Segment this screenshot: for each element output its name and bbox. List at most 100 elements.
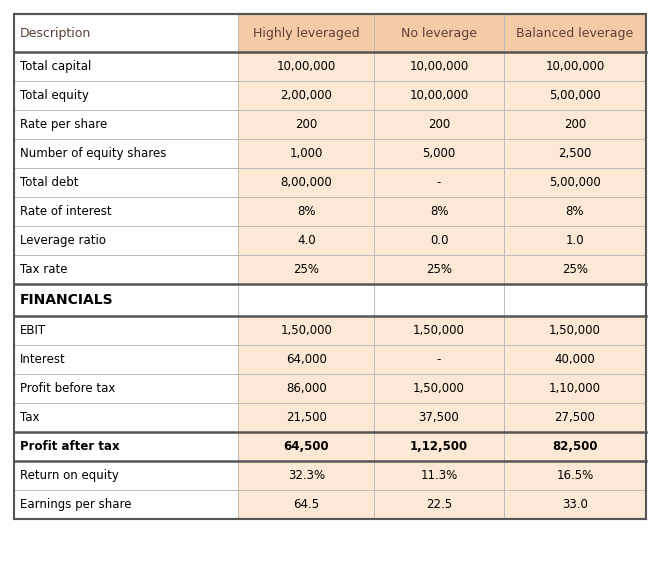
Text: -: - bbox=[437, 353, 441, 366]
Text: Total capital: Total capital bbox=[20, 60, 91, 73]
Text: 37,500: 37,500 bbox=[418, 411, 459, 424]
Text: Rate per share: Rate per share bbox=[20, 118, 107, 131]
Bar bbox=[504, 345, 646, 374]
Text: 1,000: 1,000 bbox=[290, 147, 323, 160]
Text: 27,500: 27,500 bbox=[554, 411, 595, 424]
Bar bbox=[374, 374, 504, 403]
Bar bbox=[374, 52, 504, 81]
Text: 5,000: 5,000 bbox=[422, 147, 455, 160]
Bar bbox=[238, 255, 374, 284]
Bar bbox=[238, 345, 374, 374]
Text: Tax rate: Tax rate bbox=[20, 263, 67, 276]
Text: Total equity: Total equity bbox=[20, 89, 89, 102]
Bar bbox=[374, 403, 504, 432]
Bar bbox=[14, 461, 238, 490]
Bar bbox=[14, 490, 238, 519]
Text: 16.5%: 16.5% bbox=[556, 469, 593, 482]
Text: Profit after tax: Profit after tax bbox=[20, 440, 119, 453]
Bar bbox=[374, 168, 504, 197]
Text: 2,500: 2,500 bbox=[558, 147, 591, 160]
Text: 25%: 25% bbox=[426, 263, 452, 276]
Bar bbox=[374, 226, 504, 255]
Text: 200: 200 bbox=[564, 118, 586, 131]
Text: 64.5: 64.5 bbox=[293, 498, 319, 511]
Text: Tax: Tax bbox=[20, 411, 40, 424]
Text: 33.0: 33.0 bbox=[562, 498, 588, 511]
Bar bbox=[14, 316, 238, 345]
Bar bbox=[504, 461, 646, 490]
Bar bbox=[504, 139, 646, 168]
Text: EBIT: EBIT bbox=[20, 324, 46, 337]
Bar bbox=[14, 197, 238, 226]
Bar bbox=[374, 14, 504, 52]
Text: 1,12,500: 1,12,500 bbox=[410, 440, 468, 453]
Bar bbox=[14, 345, 238, 374]
Text: 8,00,000: 8,00,000 bbox=[280, 176, 332, 189]
Text: 11.3%: 11.3% bbox=[420, 469, 457, 482]
Bar bbox=[14, 14, 238, 52]
Text: 1,50,000: 1,50,000 bbox=[413, 382, 465, 395]
Text: FINANCIALS: FINANCIALS bbox=[20, 293, 114, 307]
Text: 25%: 25% bbox=[293, 263, 319, 276]
Bar bbox=[504, 403, 646, 432]
Bar bbox=[14, 255, 238, 284]
Bar bbox=[238, 52, 374, 81]
Bar bbox=[504, 52, 646, 81]
Bar bbox=[238, 403, 374, 432]
Bar bbox=[14, 110, 238, 139]
Bar bbox=[14, 226, 238, 255]
Bar bbox=[238, 81, 374, 110]
Text: 1,10,000: 1,10,000 bbox=[549, 382, 601, 395]
Text: Leverage ratio: Leverage ratio bbox=[20, 234, 106, 247]
Bar bbox=[14, 81, 238, 110]
Text: Earnings per share: Earnings per share bbox=[20, 498, 131, 511]
Text: 64,500: 64,500 bbox=[284, 440, 329, 453]
Text: Return on equity: Return on equity bbox=[20, 469, 119, 482]
Bar bbox=[504, 81, 646, 110]
Text: 8%: 8% bbox=[566, 205, 584, 218]
Bar bbox=[14, 168, 238, 197]
Bar bbox=[374, 316, 504, 345]
Text: 10,00,000: 10,00,000 bbox=[409, 89, 469, 102]
Bar bbox=[504, 432, 646, 461]
Text: 5,00,000: 5,00,000 bbox=[549, 176, 601, 189]
Text: 2,00,000: 2,00,000 bbox=[280, 89, 332, 102]
Text: 32.3%: 32.3% bbox=[288, 469, 325, 482]
Text: 5,00,000: 5,00,000 bbox=[549, 89, 601, 102]
Text: 10,00,000: 10,00,000 bbox=[409, 60, 469, 73]
Text: Description: Description bbox=[20, 26, 91, 39]
Bar bbox=[14, 403, 238, 432]
Text: Interest: Interest bbox=[20, 353, 66, 366]
Bar bbox=[238, 139, 374, 168]
Bar bbox=[14, 139, 238, 168]
Bar bbox=[238, 316, 374, 345]
Bar bbox=[14, 432, 238, 461]
Bar bbox=[238, 168, 374, 197]
Bar bbox=[374, 110, 504, 139]
Bar bbox=[504, 14, 646, 52]
Text: 25%: 25% bbox=[562, 263, 588, 276]
Bar bbox=[374, 255, 504, 284]
Bar bbox=[238, 226, 374, 255]
Text: 21,500: 21,500 bbox=[286, 411, 327, 424]
Bar bbox=[14, 284, 646, 316]
Bar bbox=[14, 374, 238, 403]
Bar bbox=[374, 139, 504, 168]
Text: 10,00,000: 10,00,000 bbox=[277, 60, 336, 73]
Bar bbox=[504, 168, 646, 197]
Bar bbox=[504, 197, 646, 226]
Text: Highly leveraged: Highly leveraged bbox=[253, 26, 360, 39]
Text: 4.0: 4.0 bbox=[297, 234, 315, 247]
Text: 22.5: 22.5 bbox=[426, 498, 452, 511]
Bar bbox=[238, 432, 374, 461]
Text: 200: 200 bbox=[428, 118, 450, 131]
Text: 40,000: 40,000 bbox=[554, 353, 595, 366]
Text: 1,50,000: 1,50,000 bbox=[549, 324, 601, 337]
Bar bbox=[374, 461, 504, 490]
Bar bbox=[238, 374, 374, 403]
Bar bbox=[504, 226, 646, 255]
Bar bbox=[374, 490, 504, 519]
Bar bbox=[504, 374, 646, 403]
Text: 1,50,000: 1,50,000 bbox=[280, 324, 332, 337]
Text: Number of equity shares: Number of equity shares bbox=[20, 147, 166, 160]
